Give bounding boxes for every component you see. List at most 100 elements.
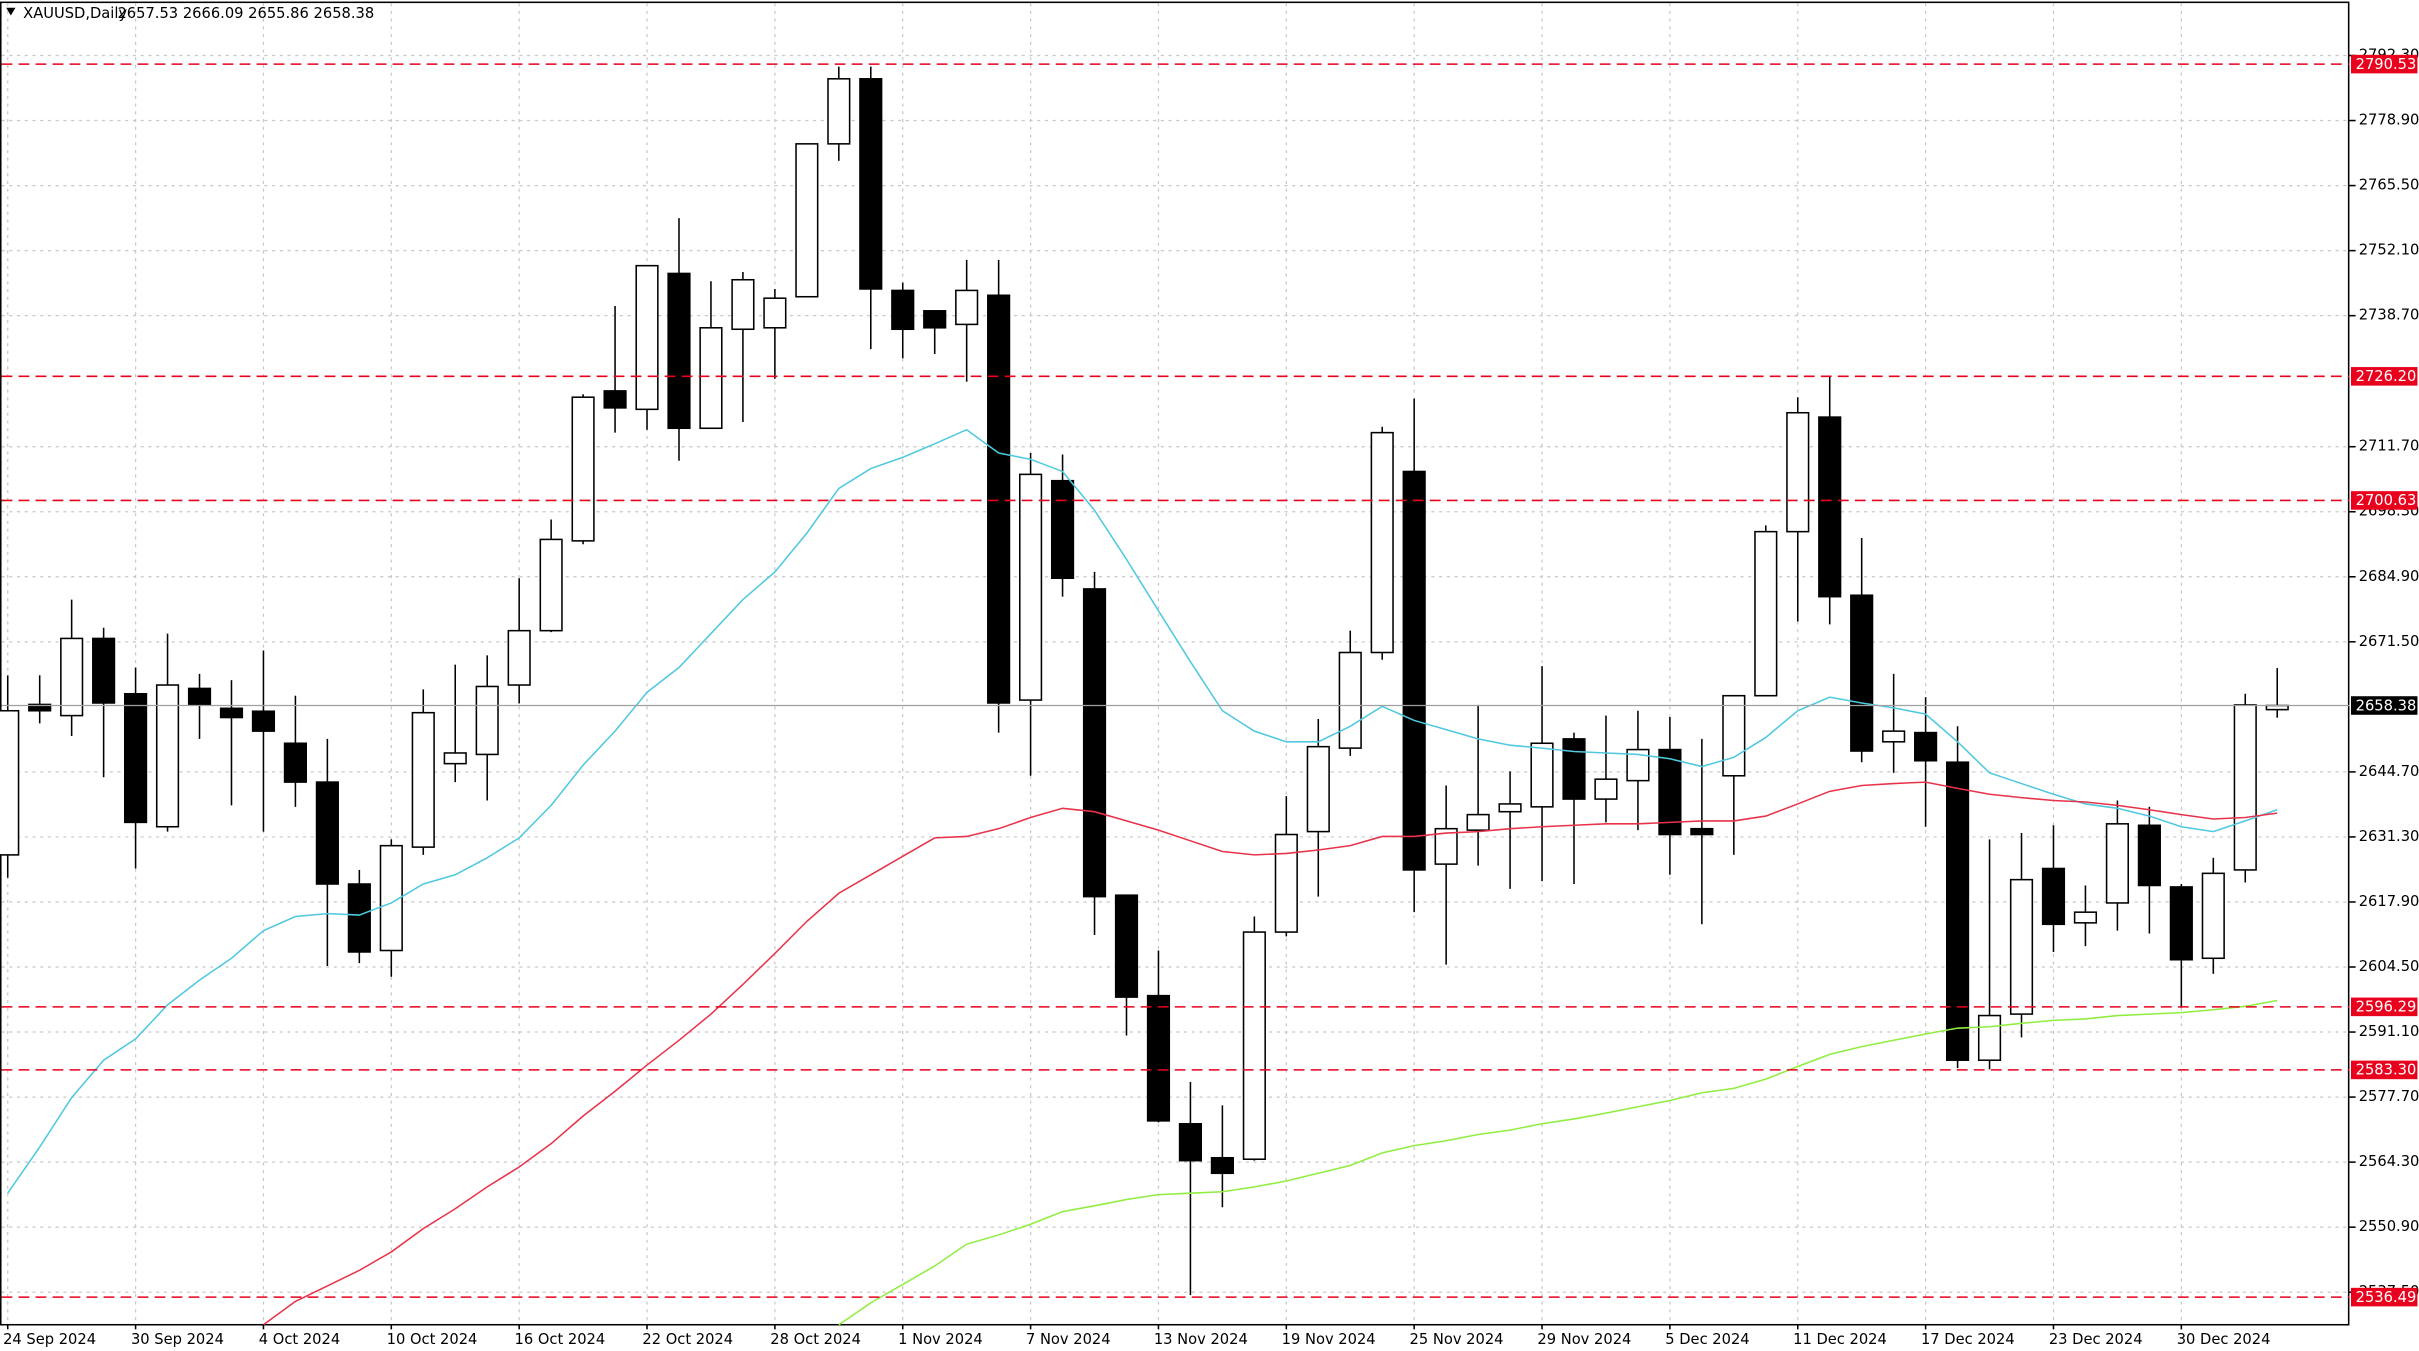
- candle-body: [1882, 730, 1906, 743]
- candle-body: [2073, 911, 2098, 924]
- y-tick-label: 2617.90: [2359, 893, 2419, 910]
- candle-body: [1178, 1123, 1203, 1162]
- level-label: 2790.53: [2356, 56, 2417, 73]
- candle-body: [2041, 867, 2066, 926]
- plot-frame: [0, 1, 2350, 1326]
- candle-body: [1210, 1156, 1234, 1175]
- candle-body: [2105, 823, 2129, 904]
- candle-body: [1242, 931, 1266, 1160]
- candle-body: [1434, 827, 1458, 865]
- candle-body: [2009, 878, 2034, 1015]
- candle-body: [763, 297, 787, 329]
- candle-body: [859, 78, 883, 290]
- x-tick-label: 17 Dec 2024: [1921, 1331, 2015, 1348]
- candle-body: [92, 637, 116, 704]
- candle-body: [667, 272, 691, 430]
- candle-body: [1977, 1014, 2002, 1061]
- candle-body: [28, 703, 52, 712]
- x-tick-label: 30 Dec 2024: [2177, 1331, 2271, 1348]
- candle-body: [1338, 651, 1362, 749]
- candle-body: [1850, 594, 1874, 752]
- candle-body: [1562, 738, 1586, 800]
- candle-body: [1114, 894, 1139, 998]
- y-tick-label: 2564.30: [2359, 1153, 2419, 1170]
- ohlc-value: 2658.38: [314, 5, 375, 22]
- symbol-menu-arrow[interactable]: [6, 7, 16, 16]
- candle-body: [411, 711, 435, 848]
- last-price-bg: [2350, 696, 2418, 715]
- candle-body: [475, 685, 499, 756]
- x-tick-label: 22 Oct 2024: [642, 1331, 733, 1348]
- candle-body: [1146, 994, 1171, 1122]
- candle-body: [795, 143, 819, 298]
- candle-body: [2137, 824, 2161, 887]
- candle-body: [1274, 833, 1298, 933]
- x-tick-label: 19 Nov 2024: [1282, 1331, 1376, 1348]
- candle-body: [1050, 479, 1075, 580]
- x-tick-label: 1 Nov 2024: [898, 1331, 983, 1348]
- x-tick-label: 5 Dec 2024: [1665, 1331, 1749, 1348]
- candle-body: [379, 844, 403, 952]
- candle-body: [2233, 704, 2257, 871]
- x-tick-label: 10 Oct 2024: [387, 1331, 478, 1348]
- candle-body: [1690, 827, 1714, 836]
- candle-body: [603, 390, 627, 409]
- y-tick-label: 2778.90: [2359, 112, 2419, 129]
- overlay-line: [838, 999, 2278, 1326]
- level-label-bg: [2350, 54, 2418, 74]
- y-tick-label: 2738.70: [2359, 307, 2419, 324]
- candle-body: [219, 707, 244, 719]
- candle-body: [60, 637, 84, 717]
- candle-body: [443, 752, 467, 765]
- ohlc-header: 2657.53 2666.09 2655.86 2658.38: [117, 5, 374, 22]
- candle-body: [1466, 813, 1490, 831]
- candle-body: [123, 692, 148, 824]
- x-tick-label: 4 Oct 2024: [259, 1331, 340, 1348]
- candle-body: [0, 709, 20, 856]
- overlay-line: [7, 428, 2278, 1194]
- candle-body: [1306, 745, 1330, 833]
- candle-body: [1658, 748, 1682, 836]
- candle-body: [283, 742, 308, 783]
- candle-body: [187, 687, 212, 706]
- candle-body: [1402, 470, 1426, 871]
- y-tick-label: 2577.70: [2359, 1088, 2419, 1105]
- x-tick-label: 24 Sep 2024: [3, 1331, 96, 1348]
- x-tick-label: 7 Nov 2024: [1026, 1331, 1111, 1348]
- y-tick-label: 2671.50: [2359, 633, 2419, 650]
- y-tick-label: 2752.10: [2359, 242, 2419, 259]
- candle-body: [347, 883, 371, 953]
- level-label-bg: [2350, 1287, 2418, 1307]
- candle-body: [507, 629, 531, 686]
- candle-body: [1082, 588, 1107, 898]
- candle-body: [2201, 872, 2225, 960]
- candle-body: [251, 710, 276, 732]
- candle-body: [1530, 742, 1554, 808]
- y-tick-label: 2711.70: [2359, 438, 2419, 455]
- level-label-bg: [2350, 997, 2418, 1017]
- x-tick-label: 29 Nov 2024: [1537, 1331, 1631, 1348]
- chart-title: XAUUSD,Daily: [23, 5, 127, 22]
- last-price-label: 2658.38: [2356, 697, 2417, 714]
- candle-body: [987, 294, 1011, 704]
- x-tick-label: 25 Nov 2024: [1410, 1331, 1504, 1348]
- candle-body: [571, 396, 595, 542]
- candle-body: [1594, 778, 1618, 800]
- candle-body: [827, 78, 851, 145]
- level-label-bg: [2350, 491, 2418, 510]
- candle-body: [1754, 530, 1778, 697]
- level-label: 2536.49: [2356, 1289, 2417, 1306]
- y-tick-label: 2644.70: [2359, 763, 2419, 780]
- ohlc-value: 2657.53: [117, 5, 178, 22]
- candle-body: [539, 538, 563, 632]
- y-tick-label: 2631.30: [2359, 828, 2419, 845]
- candle-body: [1370, 431, 1394, 654]
- y-tick-label: 2684.90: [2359, 568, 2419, 585]
- y-tick-label: 2591.10: [2359, 1023, 2419, 1040]
- candle-body: [699, 327, 723, 430]
- x-tick-label: 30 Sep 2024: [131, 1331, 224, 1348]
- y-tick-label: 2550.90: [2359, 1218, 2419, 1235]
- candle-body: [891, 289, 915, 331]
- level-label-bg: [2350, 1060, 2418, 1080]
